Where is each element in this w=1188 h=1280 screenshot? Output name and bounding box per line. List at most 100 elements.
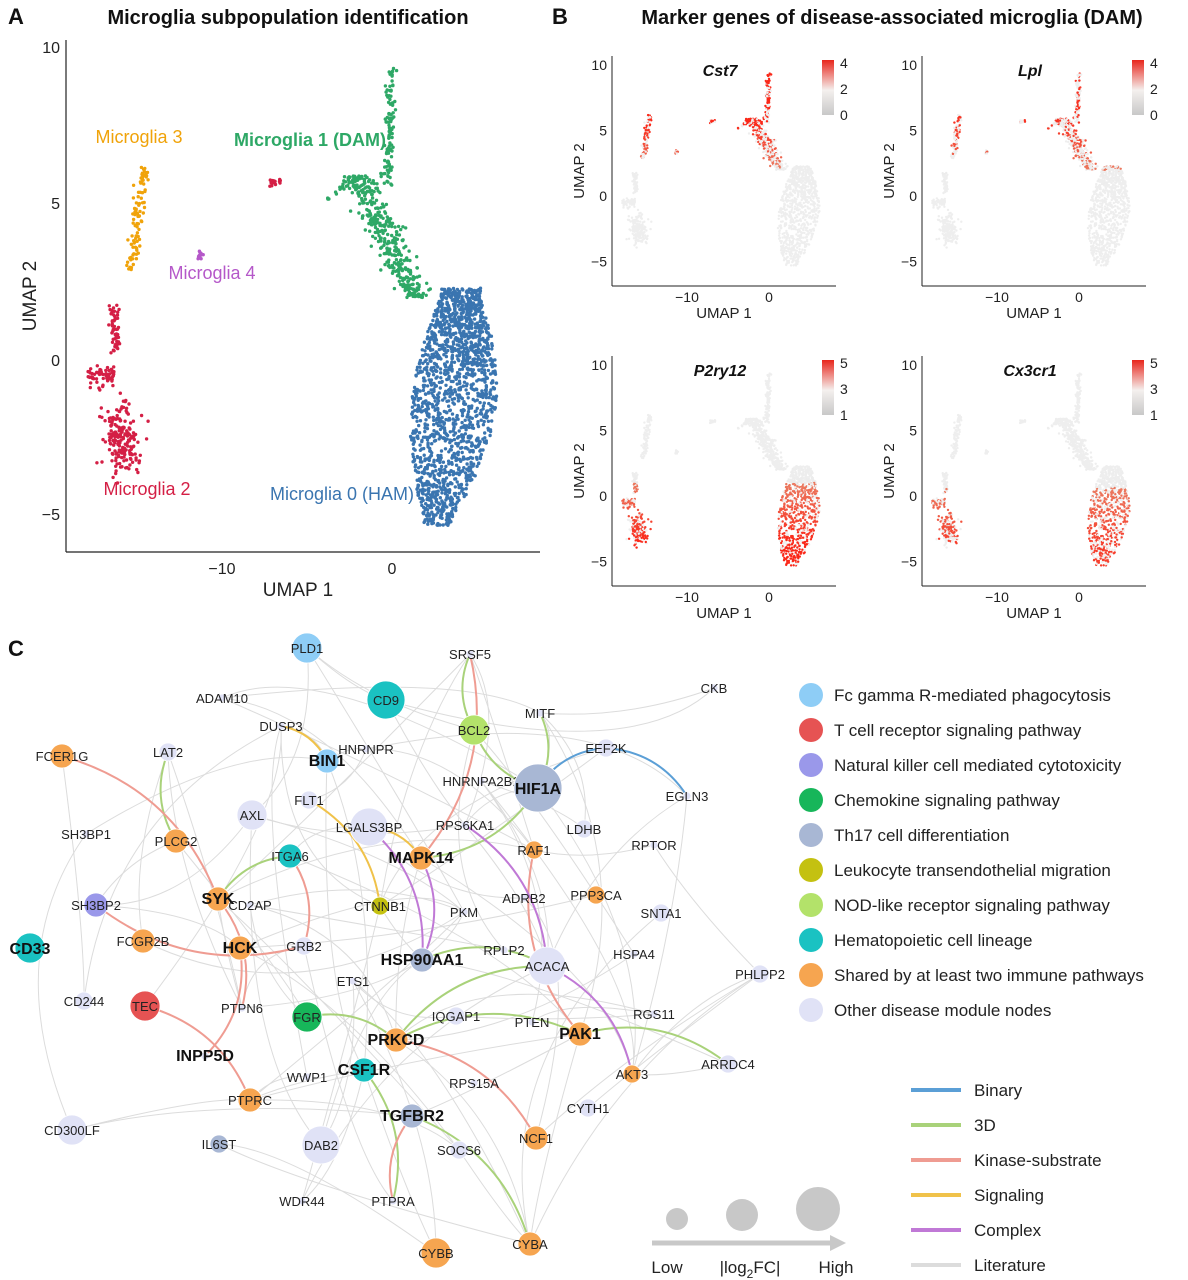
umap-cell-point xyxy=(430,451,434,455)
umap-cell-point xyxy=(469,444,474,448)
expression-point xyxy=(633,225,636,228)
umap-cell-point xyxy=(413,468,418,473)
umap-cell-point xyxy=(343,180,348,184)
umap-cell-point xyxy=(392,286,397,291)
umap-cell-point xyxy=(447,366,451,370)
umap-cell-point xyxy=(456,417,460,421)
umap-cell-point xyxy=(425,368,429,372)
umap-cell-point xyxy=(414,374,418,378)
expression-point xyxy=(743,121,747,125)
umap-cell-point xyxy=(117,442,121,446)
expression-point xyxy=(795,233,798,236)
umap-cell-point xyxy=(95,370,99,374)
umap-cell-point xyxy=(436,479,440,484)
expression-point xyxy=(804,172,808,176)
umap-cell-point xyxy=(386,180,390,184)
expression-point xyxy=(806,238,809,241)
expression-point xyxy=(785,252,788,255)
umap-cell-point xyxy=(131,253,135,257)
umap-cell-point xyxy=(129,436,133,440)
umap-cell-point xyxy=(482,401,486,405)
umap-cell-point xyxy=(464,487,468,491)
expression-point xyxy=(782,190,785,193)
expression-point xyxy=(740,124,743,127)
expression-point xyxy=(636,226,640,229)
expression-point xyxy=(769,148,772,152)
umap-cell-point xyxy=(422,379,426,383)
umap-cell-point xyxy=(421,400,425,404)
umap-cell-point xyxy=(129,447,133,451)
umap-cell-point xyxy=(484,393,488,397)
expression-point xyxy=(644,226,647,229)
umap-cell-point xyxy=(112,443,116,447)
umap-cell-point xyxy=(480,389,484,393)
umap-cell-point xyxy=(382,181,386,185)
umap-cell-point xyxy=(460,433,464,437)
umap-cell-point xyxy=(450,412,455,416)
umap-cell-point xyxy=(465,457,470,461)
panel-b: B Marker genes of disease-associated mic… xyxy=(552,4,1158,622)
expression-point xyxy=(796,237,799,241)
umap-cell-point xyxy=(360,216,365,220)
umap-cell-point xyxy=(475,360,479,365)
x-tick-label: 0 xyxy=(1075,289,1083,305)
expression-point xyxy=(751,118,754,122)
umap-cell-point xyxy=(417,362,422,366)
umap-cell-point xyxy=(484,316,488,320)
umap-cell-point xyxy=(131,419,136,423)
umap-cell-point xyxy=(420,348,424,352)
umap-cell-point xyxy=(471,426,476,430)
expression-point xyxy=(798,244,801,248)
umap-cell-point xyxy=(412,447,416,451)
umap-cell-point xyxy=(137,459,142,463)
umap-cell-point xyxy=(386,95,390,99)
umap-cell-point xyxy=(116,325,121,330)
expression-point xyxy=(766,91,769,95)
umap-cell-point xyxy=(459,332,463,337)
expression-point xyxy=(804,236,807,239)
umap-cell-point xyxy=(434,308,438,313)
umap-cell-point xyxy=(129,457,133,461)
expression-point xyxy=(1105,233,1108,236)
umap-cell-point xyxy=(477,368,481,372)
umap-cell-point xyxy=(115,313,120,317)
panel-b-title: Marker genes of disease-associated micro… xyxy=(641,7,1142,29)
umap-cell-point xyxy=(357,211,361,215)
umap-cell-point xyxy=(407,286,411,290)
umap-cell-point xyxy=(478,298,482,303)
expression-point xyxy=(780,241,783,245)
umap-cell-point xyxy=(478,400,482,405)
umap-cell-point xyxy=(455,382,459,386)
umap-cell-point xyxy=(131,183,136,187)
umap-cell-point xyxy=(126,238,130,242)
umap-cell-point xyxy=(463,315,467,319)
expression-point xyxy=(776,157,780,160)
umap-cell-point xyxy=(453,485,457,489)
expression-point xyxy=(789,247,792,250)
umap-cell-point xyxy=(415,388,420,392)
umap-cell-point xyxy=(386,174,390,178)
umap-cell-point xyxy=(447,306,451,310)
umap-cell-point xyxy=(200,252,204,257)
umap-cell-point xyxy=(392,115,396,119)
expression-point xyxy=(786,204,789,207)
umap-cell-point xyxy=(426,472,430,476)
expression-point xyxy=(784,215,787,218)
expression-point xyxy=(769,89,772,93)
umap-cell-point xyxy=(109,442,113,446)
umap-cell-point xyxy=(453,318,457,323)
umap-cell-point xyxy=(446,482,450,486)
umap-cell-point xyxy=(131,262,135,267)
expression-point xyxy=(789,257,792,260)
umap-cell-point xyxy=(379,238,383,242)
expression-point xyxy=(805,215,808,218)
expression-point xyxy=(632,191,635,195)
umap-cell-point xyxy=(129,242,133,246)
umap-cell-point xyxy=(454,505,458,510)
expression-point xyxy=(802,215,805,219)
expression-point xyxy=(1112,201,1116,205)
umap-cell-point xyxy=(454,441,458,446)
umap-cell-point xyxy=(429,388,433,392)
umap-cell-point xyxy=(459,483,464,487)
umap-cell-point xyxy=(436,510,440,515)
